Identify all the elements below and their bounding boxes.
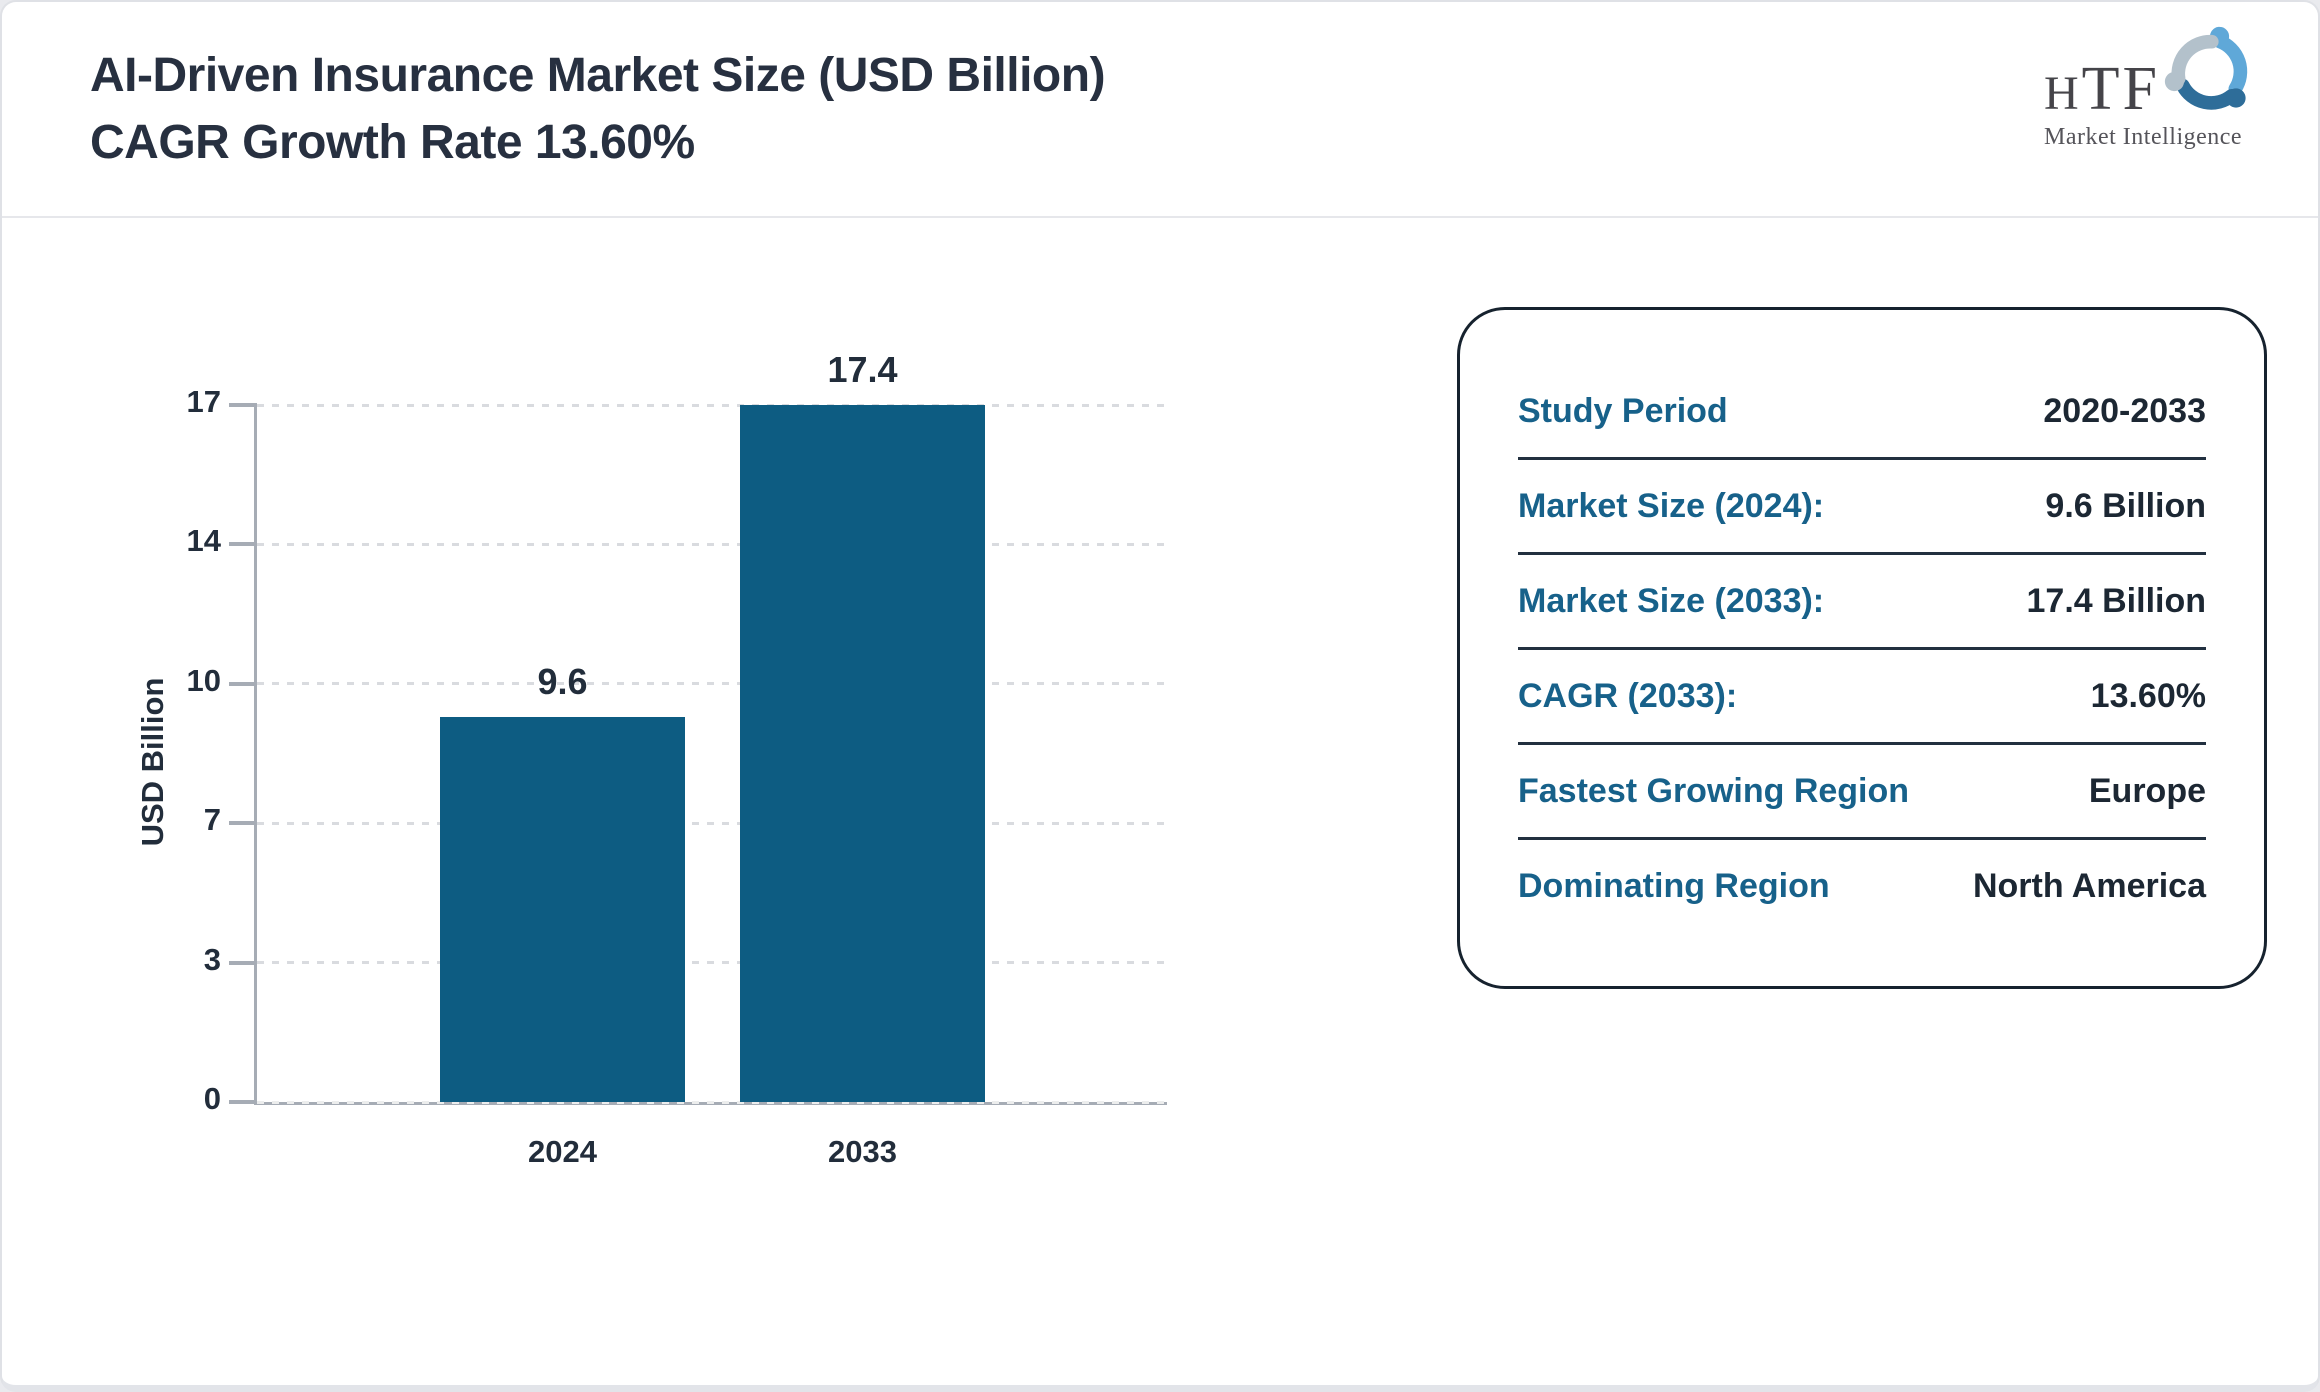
row-divider <box>1518 837 2206 840</box>
bar-value-2024: 9.6 <box>537 661 588 702</box>
htf-logo: HTF Market Inte <box>2044 24 2314 151</box>
y-tick-3 <box>229 960 257 965</box>
y-tick-label-7: 7 <box>203 802 221 838</box>
y-tick-label-10: 10 <box>186 662 221 698</box>
gridline-10 <box>257 682 1167 686</box>
y-tick-label-17: 17 <box>186 384 221 419</box>
row-value: 17.4 Billion <box>2026 581 2207 620</box>
bar-value-2033: 17.4 <box>827 349 898 390</box>
logo-brand-text: HTF <box>2044 55 2161 123</box>
gridline-3 <box>257 961 1167 965</box>
bar-2024 <box>440 717 685 1102</box>
logo-subtitle: Market Intelligence <box>2044 124 2243 150</box>
y-tick-label-0: 0 <box>203 1081 221 1116</box>
summary-row-cagr: CAGR (2033): 13.60% <box>1518 650 2206 742</box>
title-line-2: CAGR Growth Rate 13.60% <box>90 116 695 169</box>
y-tick-14 <box>229 542 257 547</box>
summary-panel: Study Period 2020-2033 Market Size (2024… <box>1457 307 2267 989</box>
row-label: Study Period <box>1518 391 1728 430</box>
row-label: Fastest Growing Region <box>1518 771 1910 810</box>
row-label: Dominating Region <box>1518 866 1830 905</box>
summary-row-dominating-region: Dominating Region North America <box>1518 840 2206 932</box>
summary-row-market-size-2024: Market Size (2024): 9.6 Billion <box>1518 460 2206 552</box>
y-tick-label-3: 3 <box>203 941 221 977</box>
y-tick-label-14: 14 <box>186 523 221 559</box>
summary-row-market-size-2033: Market Size (2033): 17.4 Billion <box>1518 555 2206 647</box>
row-value: 9.6 Billion <box>2045 486 2206 525</box>
header-divider <box>2 216 2318 218</box>
gridline-17 <box>257 403 1167 407</box>
row-divider <box>1518 647 2206 650</box>
row-divider <box>1518 457 2206 460</box>
row-label: Market Size (2033): <box>1518 581 1825 620</box>
bar-chart-plot-area: 0 3 7 10 14 17 9.6 2024 17.4 2033 <box>187 349 1167 1169</box>
row-value: North America <box>1972 866 2206 905</box>
row-divider <box>1518 742 2206 745</box>
gridline-7 <box>257 821 1167 825</box>
page-title: AI-Driven Insurance Market Size (USD Bil… <box>90 42 1106 176</box>
y-tick-7 <box>229 821 257 826</box>
gridline-14 <box>257 542 1167 546</box>
y-tick-0 <box>229 1100 257 1104</box>
row-value: 13.60% <box>2090 676 2206 715</box>
row-label: Market Size (2024): <box>1518 486 1825 525</box>
bar-2033 <box>740 405 985 1102</box>
row-divider <box>1518 552 2206 555</box>
row-value: 2020-2033 <box>2043 391 2206 430</box>
x-tick-label-2024: 2024 <box>528 1134 597 1169</box>
row-label: CAGR (2033): <box>1518 676 1738 715</box>
y-tick-17 <box>229 403 257 407</box>
row-value: Europe <box>2088 771 2206 810</box>
summary-row-study-period: Study Period 2020-2033 <box>1518 365 2206 457</box>
x-tick-label-2033: 2033 <box>828 1134 897 1169</box>
summary-row-fastest-growing-region: Fastest Growing Region Europe <box>1518 745 2206 837</box>
y-tick-10 <box>229 681 257 686</box>
gridline-0 <box>257 1100 1167 1104</box>
people-swirl-icon <box>2164 26 2248 110</box>
logo-row: HTF <box>2044 24 2314 120</box>
title-line-1: AI-Driven Insurance Market Size (USD Bil… <box>90 49 1106 102</box>
